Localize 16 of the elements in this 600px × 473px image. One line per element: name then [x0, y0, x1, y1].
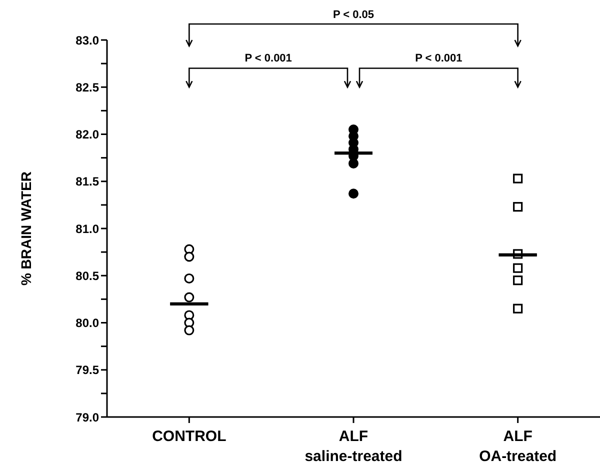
x-tick-label: CONTROL — [152, 428, 226, 445]
y-tick-label: 80.5 — [76, 268, 100, 283]
y-tick-label: 80.0 — [76, 316, 100, 330]
y-tick-label: 82.0 — [76, 128, 100, 142]
y-tick-label: 81.0 — [76, 222, 100, 236]
y-axis-title: % BRAIN WATER — [18, 171, 34, 286]
x-tick-label: ALF saline-treated — [304, 428, 402, 465]
y-tick-label: 83.0 — [76, 33, 100, 48]
annotation: P < 0.001 — [415, 52, 462, 64]
y-tick-label: 81.5 — [76, 174, 100, 189]
text: P < 0.05 — [332, 9, 374, 21]
annotation: P < 0.001 — [244, 52, 292, 64]
y-tick-label: 79.0 — [76, 410, 100, 424]
x-tick-label: ALF OA-treated — [479, 428, 557, 465]
y-tick-label: 82.5 — [76, 80, 100, 94]
y-tick-label: 79.5 — [76, 363, 100, 378]
